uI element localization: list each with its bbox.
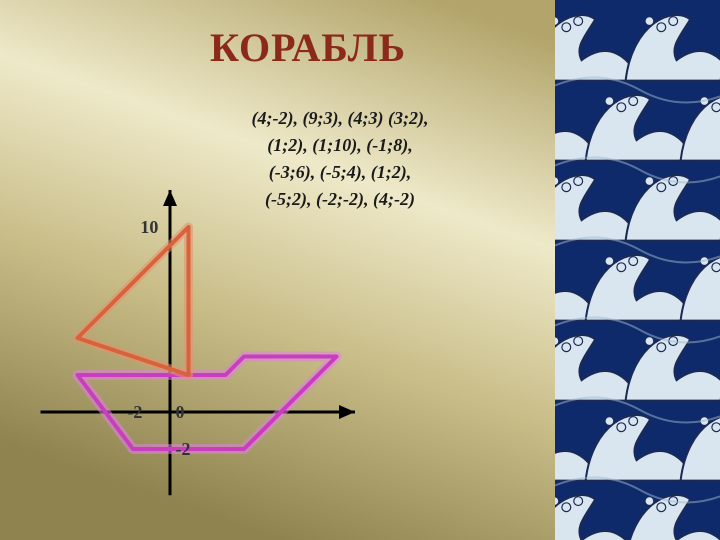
title-text: КОРАБЛЬ [210,25,406,70]
axis-label: -2 [127,402,142,422]
wave-decoration-panel [555,0,720,540]
slide: КОРАБЛЬ (4;-2), (9;3), (4;3) (3;2),(1;2)… [0,0,720,540]
axis-label: -2 [176,439,191,459]
axis-label: 10 [140,217,158,237]
page-title: КОРАБЛЬ [210,24,406,71]
coordinate-chart: 10 -2 0 -2 [30,100,390,500]
axis-label: 0 [176,402,185,422]
